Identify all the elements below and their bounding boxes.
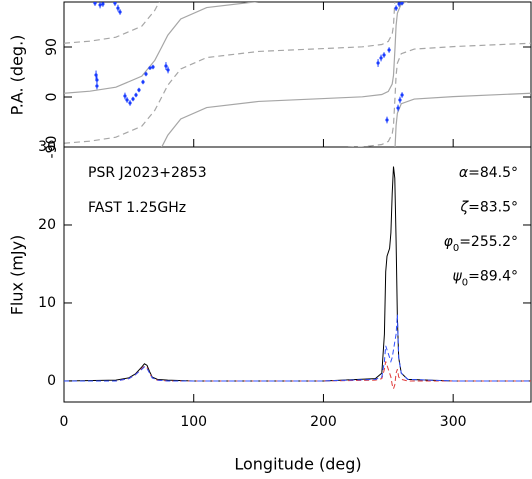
data-point: [151, 65, 155, 69]
x-tick-label: 0: [60, 414, 69, 430]
x-tick-label: 200: [310, 414, 337, 430]
parameter-value: =84.5°: [468, 165, 518, 181]
bottom-panel-frame: [63, 146, 532, 403]
line: [345, 42, 531, 147]
parameter-symbol: ζ: [459, 200, 469, 216]
plot-area: [64, 166, 531, 391]
y-tick-label: 90: [44, 38, 60, 56]
data-point: [398, 98, 402, 102]
data-point: [394, 6, 398, 10]
data-point: [101, 2, 105, 6]
y-tick-label: 10: [38, 295, 56, 311]
y-tick-label: 30: [38, 139, 56, 155]
annotation: FAST 1.25GHz: [88, 200, 186, 216]
parameter-subscript: 0: [453, 243, 459, 254]
y-tick-label: 20: [38, 217, 56, 233]
data-point: [400, 93, 404, 97]
y-tick-label: -90: [44, 136, 60, 159]
top-panel-frame: [63, 1, 532, 148]
y-axis-label: P.A. (deg.): [8, 35, 27, 116]
data-point: [400, 2, 404, 5]
line: [161, 2, 408, 147]
data-point: [397, 2, 401, 6]
data-point: [396, 106, 400, 110]
parameter-label: α=84.5°: [459, 165, 518, 181]
data-point: [164, 64, 168, 68]
parameter-value: =255.2°: [459, 234, 518, 250]
parameter-value: =89.4°: [468, 269, 518, 285]
parameter-symbol: α: [459, 165, 469, 181]
parameter-symbol: φ: [444, 234, 454, 250]
data-point: [137, 88, 141, 92]
line: [64, 314, 531, 382]
data-point: [387, 48, 391, 52]
y-tick-label: 0: [44, 93, 60, 102]
data-point: [125, 98, 129, 102]
line: [64, 2, 396, 144]
data-point: [94, 73, 98, 77]
data-point: [385, 118, 389, 122]
data-point: [118, 10, 122, 14]
data-point: [131, 97, 135, 101]
parameter-label: ζ=83.5°: [459, 200, 518, 216]
data-point: [116, 6, 120, 10]
data-point: [123, 94, 127, 98]
data-point: [148, 66, 152, 70]
data-point: [93, 2, 97, 5]
x-tick-label: 300: [440, 414, 467, 430]
line: [394, 92, 531, 147]
data-point: [144, 72, 148, 76]
y-tick-label: 0: [47, 373, 56, 389]
parameter-subscript: 0: [462, 277, 468, 288]
parameter-symbol: ψ: [452, 269, 462, 285]
line: [64, 361, 531, 391]
data-point: [141, 80, 145, 84]
data-point: [134, 93, 138, 97]
data-point: [382, 53, 386, 57]
data-point: [113, 2, 117, 5]
annotation: PSR J2023+2853: [88, 165, 207, 181]
parameter-label: ψ0=89.4°: [452, 269, 518, 289]
x-axis-label: Longitude (deg): [234, 455, 361, 474]
x-tick-label: 100: [180, 414, 207, 430]
data-point: [379, 56, 383, 60]
y-axis-label: Flux (mJy): [8, 235, 27, 316]
parameter-value: =83.5°: [468, 200, 518, 216]
data-point: [98, 3, 102, 7]
line: [64, 2, 160, 44]
data-point: [376, 61, 380, 65]
data-point: [95, 78, 99, 82]
plot-area: [64, 2, 531, 147]
data-point: [95, 84, 99, 88]
data-point: [128, 101, 132, 105]
data-point: [166, 68, 170, 72]
parameter-label: φ0=255.2°: [444, 234, 518, 254]
line: [64, 2, 260, 94]
